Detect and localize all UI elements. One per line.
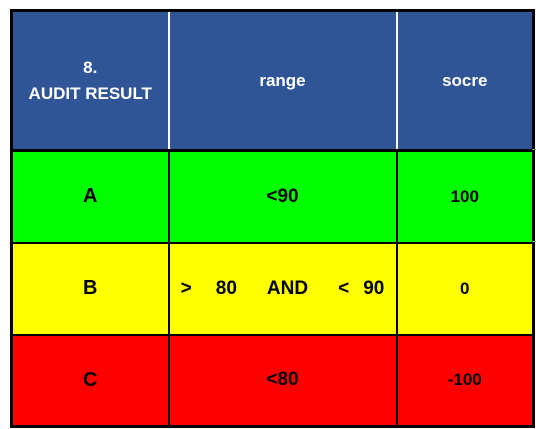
- range-value-high: 90: [363, 277, 385, 299]
- grade-row-a: A <90 100: [10, 149, 535, 244]
- sheet-gridline: [532, 149, 536, 150]
- grade-row-c: C <80 -100: [10, 333, 535, 428]
- grade-cell: C: [10, 333, 170, 428]
- score-header: socre: [395, 9, 535, 152]
- audit-result-table: 8. AUDIT RESULT range socre A <90 100 B …: [10, 9, 535, 428]
- audit-result-header: 8. AUDIT RESULT: [10, 9, 170, 152]
- header-row: 8. AUDIT RESULT range socre: [10, 9, 535, 152]
- score-cell: -100: [395, 333, 535, 428]
- grade-row-b: B >80 AND <90 0: [10, 241, 535, 336]
- range-operator-gt: >: [180, 277, 192, 299]
- score-cell: 0: [395, 241, 535, 336]
- grade-cell: B: [10, 241, 170, 336]
- range-cell: <90: [167, 149, 398, 244]
- sheet-gridline: [532, 241, 536, 242]
- range-header: range: [167, 9, 398, 152]
- range-operator-lt: <: [338, 277, 350, 299]
- range-conjunction: AND: [266, 277, 309, 299]
- section-number: 8.: [83, 57, 98, 77]
- range-cell: <80: [167, 333, 398, 428]
- range-value-low: 80: [215, 277, 237, 299]
- grade-cell: A: [10, 149, 170, 244]
- range-cell: >80 AND <90: [167, 241, 398, 336]
- section-title: AUDIT RESULT: [28, 83, 152, 103]
- score-cell: 100: [395, 149, 535, 244]
